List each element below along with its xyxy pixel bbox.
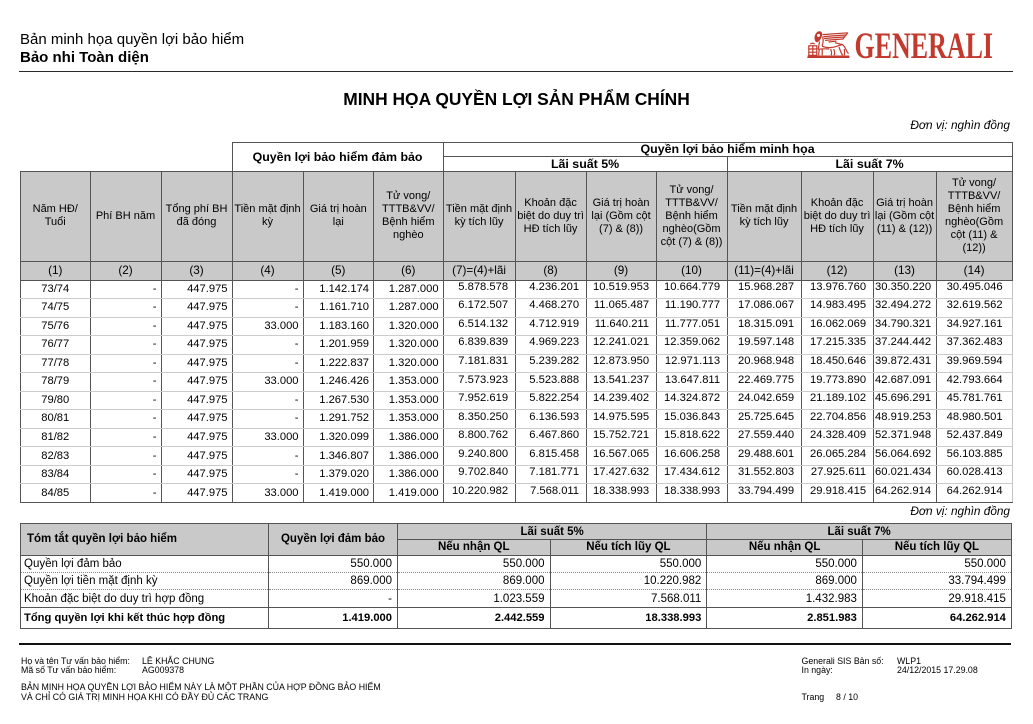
- svg-text:GENERALI: GENERALI: [855, 27, 994, 59]
